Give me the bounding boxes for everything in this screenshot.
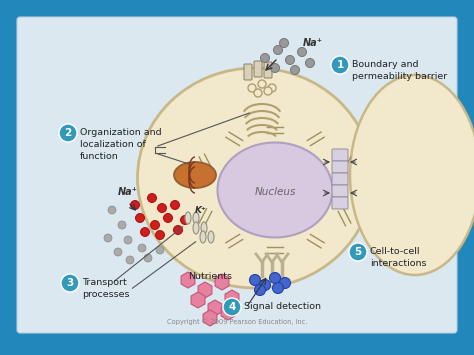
Ellipse shape <box>218 142 332 237</box>
Circle shape <box>59 124 77 142</box>
Circle shape <box>114 248 122 256</box>
Text: 2: 2 <box>64 128 72 138</box>
Circle shape <box>248 84 256 92</box>
Circle shape <box>171 201 180 209</box>
Text: 3: 3 <box>66 278 73 288</box>
FancyBboxPatch shape <box>264 62 272 78</box>
Circle shape <box>331 56 349 74</box>
Text: 4: 4 <box>228 302 236 312</box>
FancyBboxPatch shape <box>244 64 252 80</box>
Polygon shape <box>203 310 217 326</box>
Circle shape <box>259 279 271 290</box>
FancyBboxPatch shape <box>332 185 348 197</box>
Circle shape <box>255 284 265 295</box>
Text: 1: 1 <box>337 60 344 70</box>
Ellipse shape <box>137 68 373 288</box>
Polygon shape <box>198 282 212 298</box>
Circle shape <box>138 244 146 252</box>
Circle shape <box>156 246 164 254</box>
Ellipse shape <box>201 222 207 234</box>
Circle shape <box>249 274 261 285</box>
Text: Copyright © 2009 Pearson Education, Inc.: Copyright © 2009 Pearson Education, Inc. <box>167 319 307 325</box>
Text: Na⁺: Na⁺ <box>118 187 138 197</box>
Circle shape <box>151 220 159 229</box>
Ellipse shape <box>208 231 214 243</box>
FancyBboxPatch shape <box>332 197 348 209</box>
Circle shape <box>254 89 262 97</box>
Text: Organization and
localization of
function: Organization and localization of functio… <box>80 128 162 160</box>
Circle shape <box>61 274 79 292</box>
Circle shape <box>104 234 112 242</box>
Polygon shape <box>181 272 195 288</box>
Ellipse shape <box>185 212 191 224</box>
Polygon shape <box>208 300 222 316</box>
Circle shape <box>144 254 152 262</box>
Circle shape <box>306 59 315 67</box>
Polygon shape <box>221 304 235 320</box>
FancyBboxPatch shape <box>254 61 262 77</box>
Circle shape <box>157 203 166 213</box>
Circle shape <box>349 243 367 261</box>
Ellipse shape <box>193 222 199 234</box>
Polygon shape <box>225 290 239 306</box>
Text: Cell-to-cell
interactions: Cell-to-cell interactions <box>370 247 427 268</box>
FancyBboxPatch shape <box>332 149 348 161</box>
Text: Transport
processes: Transport processes <box>82 278 129 299</box>
FancyBboxPatch shape <box>332 173 348 185</box>
Circle shape <box>298 48 307 56</box>
Circle shape <box>280 38 289 48</box>
Text: Nutrients: Nutrients <box>188 272 232 281</box>
Circle shape <box>126 256 134 264</box>
Circle shape <box>285 55 294 65</box>
Circle shape <box>273 45 283 55</box>
Circle shape <box>164 213 173 223</box>
Circle shape <box>118 221 126 229</box>
Ellipse shape <box>350 75 474 275</box>
Text: K⁺: K⁺ <box>195 206 207 215</box>
Circle shape <box>280 278 291 289</box>
Circle shape <box>223 298 241 316</box>
Ellipse shape <box>193 212 199 224</box>
Circle shape <box>147 193 156 202</box>
Text: Signal detection: Signal detection <box>244 302 321 311</box>
Ellipse shape <box>174 162 216 188</box>
Ellipse shape <box>200 231 206 243</box>
Circle shape <box>271 64 280 72</box>
Text: Nucleus: Nucleus <box>255 187 296 197</box>
Polygon shape <box>191 292 205 308</box>
Circle shape <box>270 273 281 284</box>
Polygon shape <box>215 274 229 290</box>
Circle shape <box>258 80 266 88</box>
Circle shape <box>273 283 283 294</box>
Circle shape <box>130 201 139 209</box>
Circle shape <box>155 230 164 240</box>
Circle shape <box>124 236 132 244</box>
Circle shape <box>264 87 272 95</box>
Circle shape <box>261 54 270 62</box>
Text: Boundary and
permeability barrier: Boundary and permeability barrier <box>352 60 447 81</box>
Circle shape <box>291 66 300 75</box>
Text: 5: 5 <box>355 247 362 257</box>
Circle shape <box>181 215 190 224</box>
Text: Na⁺: Na⁺ <box>303 38 323 48</box>
Circle shape <box>108 206 116 214</box>
FancyBboxPatch shape <box>17 17 457 333</box>
Circle shape <box>173 225 182 235</box>
FancyBboxPatch shape <box>332 161 348 173</box>
Circle shape <box>140 228 149 236</box>
Circle shape <box>268 84 276 92</box>
Circle shape <box>136 213 145 223</box>
